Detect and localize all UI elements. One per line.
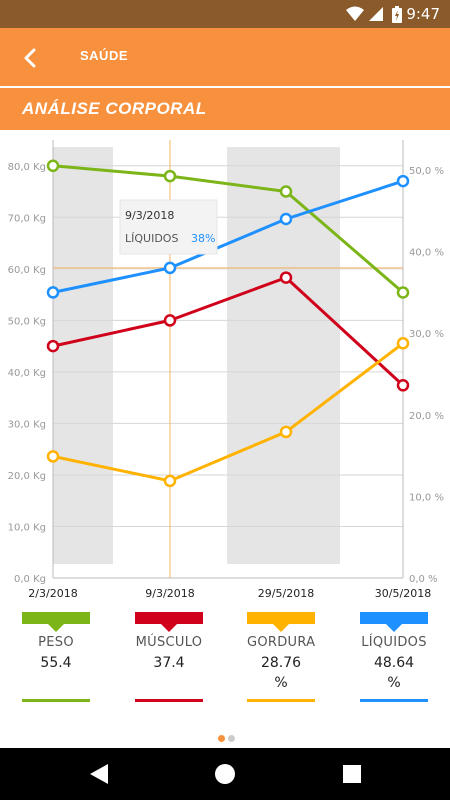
x-tick-label: 30/5/2018 [375, 587, 431, 600]
shade-column [53, 147, 113, 564]
series-point-liquidos[interactable] [163, 261, 177, 275]
legend-marker [247, 612, 315, 632]
nav-back-icon[interactable] [88, 762, 110, 786]
left-tick-label: 40,0 Kg [8, 368, 46, 379]
series-point-gordura[interactable] [163, 474, 177, 488]
navigation-bar [0, 748, 450, 800]
series-point-peso[interactable] [163, 169, 177, 183]
left-tick-label: 80,0 Kg [8, 162, 46, 173]
x-tick-label: 2/3/2018 [28, 587, 77, 600]
legend-item-musculo[interactable]: MÚSCULO 37.4 [135, 612, 203, 702]
app-bar: SAÚDE [0, 28, 450, 86]
chart-axes [52, 140, 404, 579]
legend-value: 48.64 [373, 655, 415, 671]
series-point-musculo[interactable] [163, 314, 177, 327]
page-indicator [218, 729, 238, 742]
tooltip-box [119, 199, 218, 255]
legend-label: LÍQUIDOS [361, 635, 427, 650]
left-tick-label: 10,0 Kg [8, 522, 46, 533]
shade-column [227, 147, 340, 564]
series-line-gordura [52, 342, 404, 483]
series-point-liquidos[interactable] [279, 212, 293, 226]
legend-underline [247, 699, 315, 702]
x-tick-label: 29/5/2018 [258, 587, 314, 600]
legend-unit: % [387, 675, 401, 691]
page-dot-active[interactable] [218, 735, 225, 742]
legend-value: 55.4 [40, 655, 72, 671]
left-tick-label: 60,0 Kg [8, 265, 46, 276]
legend-underline [360, 699, 428, 702]
chart-shaded-columns [53, 147, 340, 564]
x-tick-label: 9/3/2018 [145, 587, 194, 600]
left-tick-label: 50,0 Kg [8, 316, 46, 327]
left-axis-labels: 0,0 Kg 10,0 Kg 20,0 Kg 30,0 Kg 40,0 Kg 50,0 K… [8, 162, 46, 585]
chart-tooltip: 9/3/2018 LÍQUIDOS 38% [119, 199, 218, 255]
x-axis-labels: 2/3/2018 9/3/2018 29/5/2018 30/5/2018 [28, 587, 431, 600]
legend-unit: % [274, 675, 288, 691]
legend-value: 37.4 [153, 655, 185, 671]
right-tick-label: 30,0 % [409, 329, 444, 340]
tooltip-date: 9/3/2018 [125, 209, 174, 222]
series-point-musculo[interactable] [396, 379, 410, 392]
body-analysis-chart[interactable]: 0,0 Kg 10,0 Kg 20,0 Kg 30,0 Kg 40,0 Kg 50,0 K… [0, 130, 450, 605]
app-bar-title: SAÚDE [80, 48, 129, 63]
section-heading: ANÁLISE CORPORAL [22, 99, 207, 118]
series-point-peso[interactable] [46, 159, 60, 173]
nav-recents-icon[interactable] [341, 762, 363, 786]
series-point-gordura[interactable] [279, 425, 293, 439]
legend-label: PESO [38, 635, 74, 650]
legend-marker [360, 612, 428, 632]
right-tick-label: 10,0 % [409, 492, 444, 503]
right-tick-label: 20,0 % [409, 411, 444, 422]
left-tick-label: 70,0 Kg [8, 213, 46, 224]
wifi-icon [346, 6, 364, 21]
series-point-musculo[interactable] [46, 339, 60, 353]
legend-label: GORDURA [247, 635, 316, 650]
series-point-peso[interactable] [279, 185, 293, 198]
series-point-musculo[interactable] [279, 271, 293, 284]
tooltip-value: 38% [191, 232, 215, 245]
chart-grid [53, 165, 403, 527]
series-point-gordura[interactable] [46, 450, 60, 463]
signal-icon [369, 7, 383, 21]
series-line-peso [52, 164, 404, 294]
series-point-liquidos[interactable] [46, 286, 60, 299]
right-axis-labels: 0,0 % 10,0 % 20,0 % 30,0 % 40,0 % 50,0 % [409, 166, 444, 585]
legend-item-liquidos[interactable]: LÍQUIDOS 48.64 % [360, 612, 428, 702]
legend-item-peso[interactable]: PESO 55.4 [22, 612, 90, 702]
series-point-gordura[interactable] [396, 337, 410, 350]
right-tick-label: 40,0 % [409, 248, 444, 259]
series-line-musculo [52, 276, 405, 387]
chart-series [46, 159, 410, 488]
right-tick-label: 0,0 % [409, 574, 438, 585]
left-tick-label: 0,0 Kg [14, 574, 46, 585]
back-arrow-icon[interactable] [14, 42, 46, 74]
battery-icon [392, 6, 402, 23]
chart-legend: PESO 55.4 MÚSCULO 37.4 GORDURA 28.76 % L… [0, 612, 450, 712]
legend-label: MÚSCULO [135, 635, 203, 650]
right-tick-label: 50,0 % [409, 166, 444, 177]
legend-marker [22, 612, 90, 632]
nav-home-icon[interactable] [214, 762, 236, 786]
section-header: ANÁLISE CORPORAL [0, 88, 450, 130]
status-time: 9:47 [406, 5, 440, 23]
series-point-liquidos[interactable] [396, 174, 410, 188]
series-point-peso[interactable] [396, 286, 410, 299]
legend-value: 28.76 [260, 655, 302, 671]
left-tick-label: 30,0 Kg [8, 419, 46, 430]
tooltip-label: LÍQUIDOS [125, 232, 178, 245]
series-line-liquidos [52, 179, 404, 294]
legend-item-gordura[interactable]: GORDURA 28.76 % [247, 612, 316, 702]
page-dot[interactable] [228, 735, 235, 742]
left-tick-label: 20,0 Kg [8, 471, 46, 482]
legend-underline [135, 699, 203, 702]
status-bar: 9:47 [0, 0, 450, 28]
legend-marker [135, 612, 203, 632]
legend-underline [22, 699, 90, 702]
